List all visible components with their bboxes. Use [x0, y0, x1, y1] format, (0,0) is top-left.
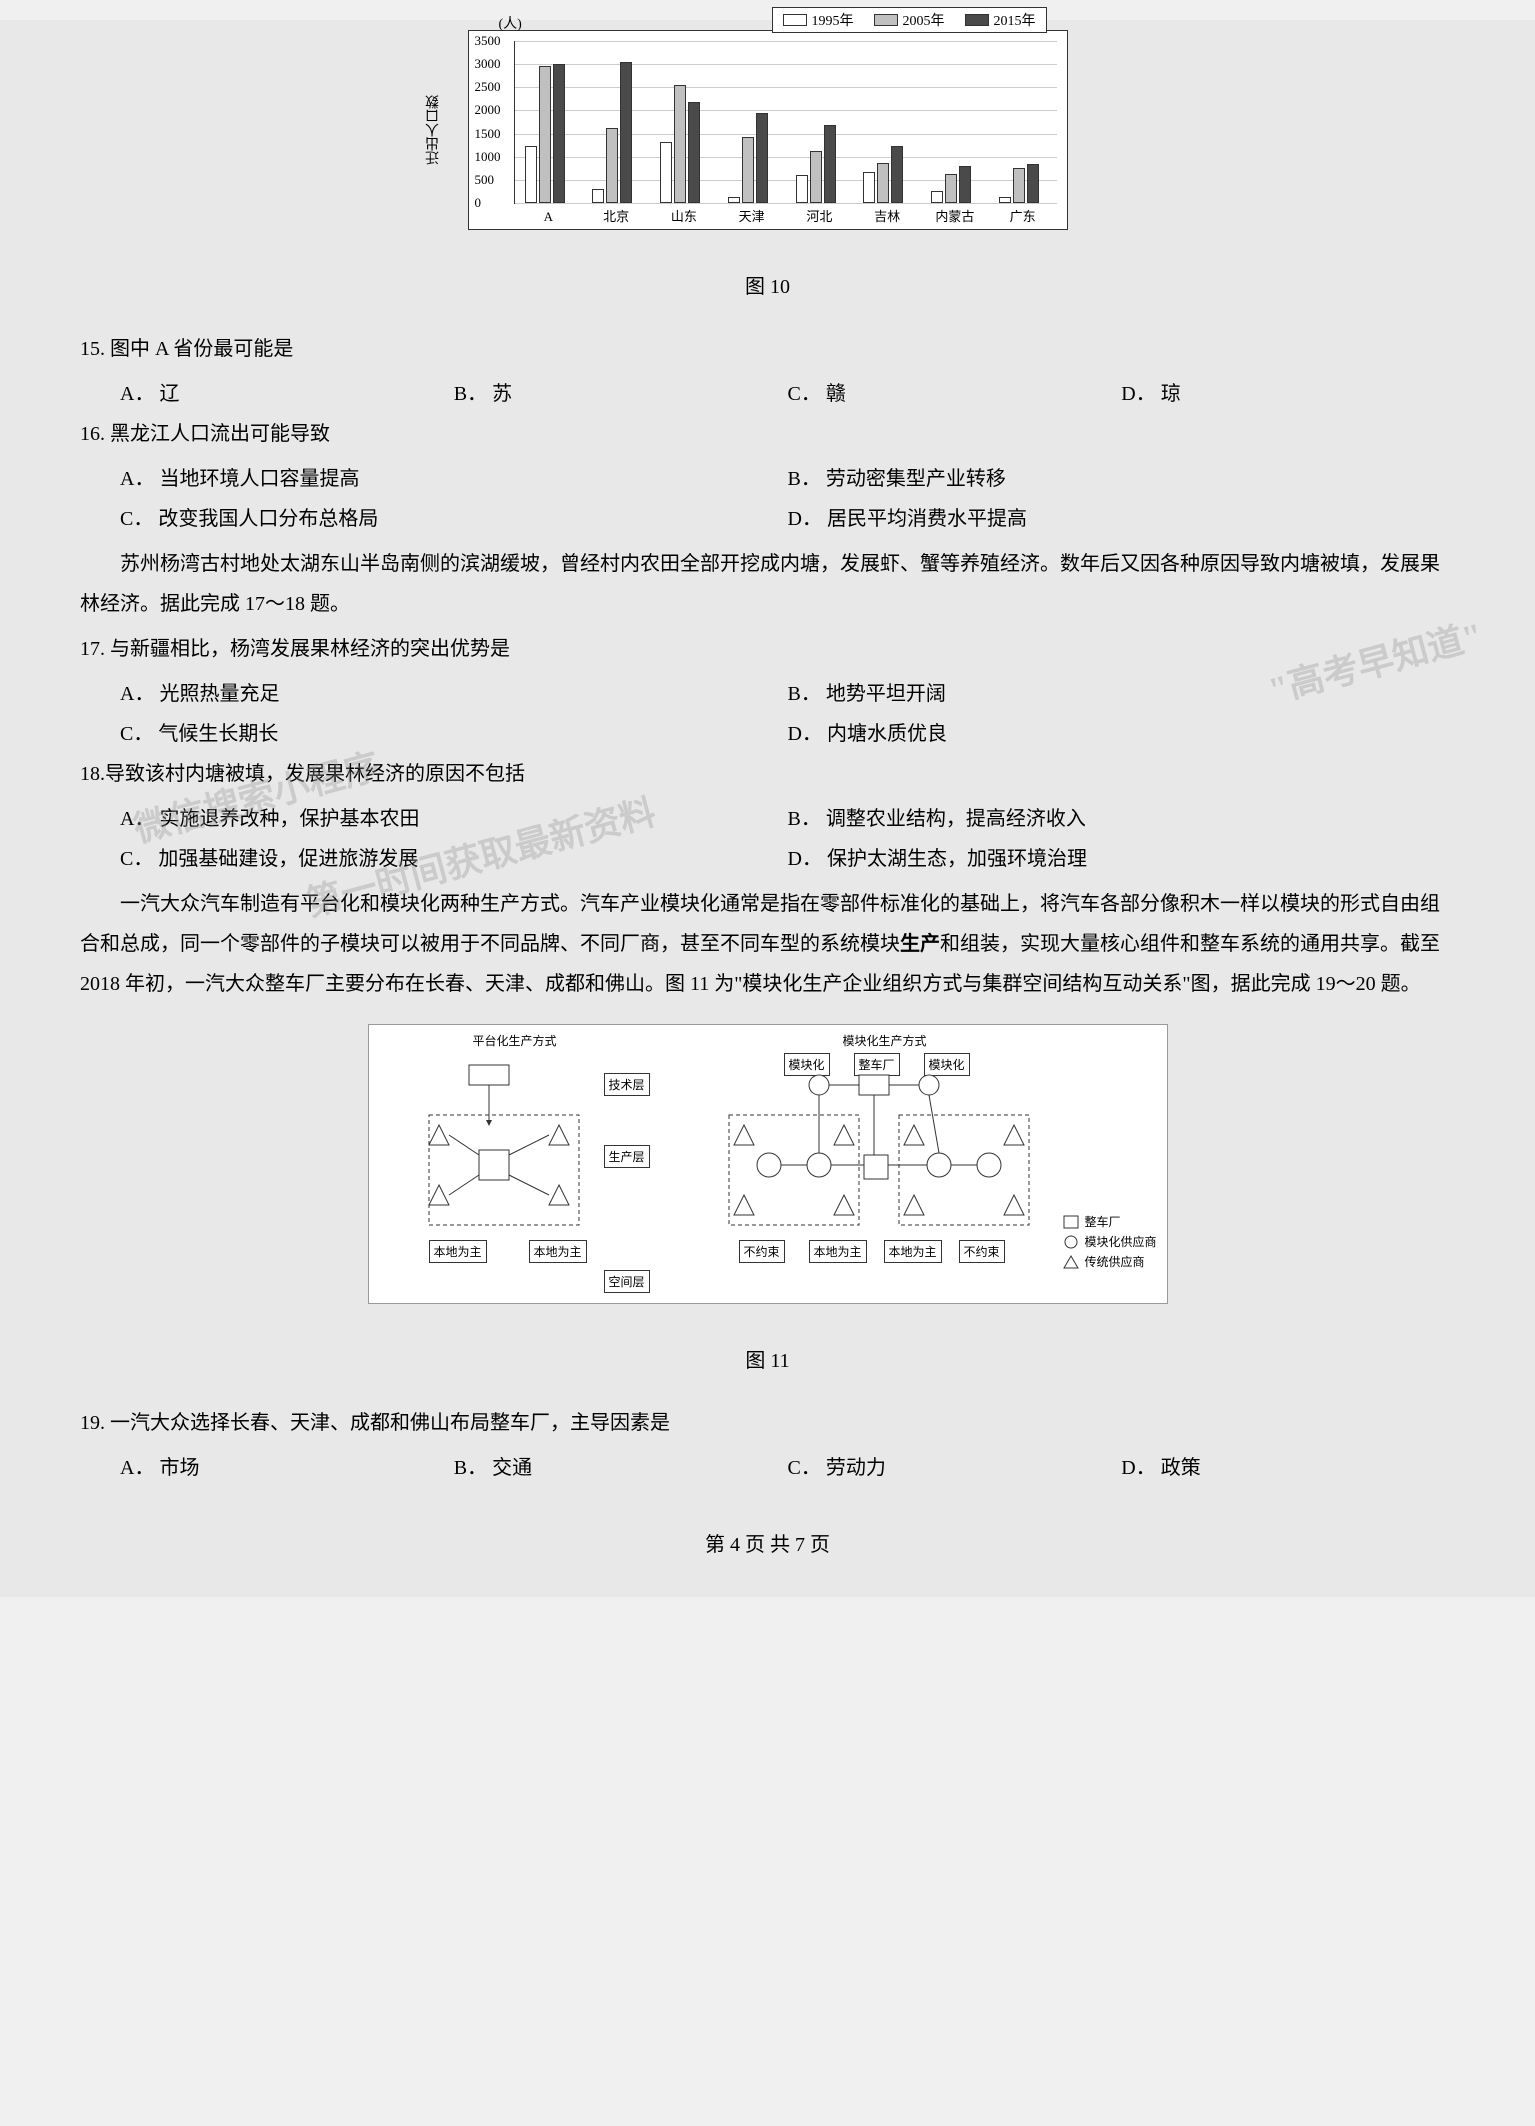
page-footer: 第 4 页 共 7 页 — [80, 1528, 1455, 1557]
q16-text: 16. 黑龙江人口流出可能导致 — [80, 423, 330, 445]
fig11-legend-box-label: 整车厂 — [1084, 1213, 1120, 1230]
fig11-space-layer: 空间层 — [604, 1270, 650, 1293]
legend-item-2015: 2015年 — [965, 10, 1036, 30]
legend-label: 1995年 — [812, 10, 854, 30]
q19-options: A． 市场 B． 交通 C． 劳动力 D． 政策 — [80, 1448, 1455, 1488]
q17-options: A． 光照热量充足 B． 地势平坦开阔 C． 气候生长期长 D． 内塘水质优良 … — [80, 674, 1455, 754]
question-18: 18.导致该村内塘被填，发展果林经济的原因不包括 — [80, 754, 1455, 794]
q16-opt-b: B． 劳动密集型产业转移 — [788, 459, 1456, 499]
q17-opt-b: B． 地势平坦开阔 — [788, 674, 1456, 714]
chart-plot-area: 0500100015002000250030003500A北京山东天津河北吉林内… — [514, 41, 1057, 204]
fig11-right-svg — [719, 1055, 1039, 1245]
q17-opt-c: C． 气候生长期长 — [120, 714, 788, 754]
q15-opt-d: D． 琼 — [1121, 374, 1455, 414]
question-15: 15. 图中 A 省份最可能是 — [80, 329, 1455, 369]
q19-opt-d: D． 政策 — [1121, 1448, 1455, 1488]
q15-opt-a: A． 辽 — [120, 374, 454, 414]
exam-page: (人) 迁出人口数 1995年 2005年 2015年 050010001500… — [0, 20, 1535, 1597]
fig11-legend-circle: 模块化供应商 — [1063, 1233, 1156, 1250]
figure-11-diagram: 平台化生产方式 模块化生产方式 模块化 整车厂 模块化 技术层 生产层 空间层 … — [368, 1024, 1168, 1304]
q18-opt-a: A． 实施退养改种，保护基本农田 — [120, 799, 788, 839]
q19-text: 19. 一汽大众选择长春、天津、成都和佛山布局整车厂，主导因素是 — [80, 1412, 670, 1434]
fig11-prod-layer: 生产层 — [604, 1145, 650, 1168]
fig11-legend: 整车厂 模块化供应商 传统供应商 — [1063, 1213, 1156, 1273]
question-19: 19. 一汽大众选择长春、天津、成都和佛山布局整车厂，主导因素是 — [80, 1403, 1455, 1443]
q16-opt-a: A． 当地环境人口容量提高 — [120, 459, 788, 499]
q16-opt-c: C． 改变我国人口分布总格局 — [120, 499, 788, 539]
figure-10-caption: 图 10 — [80, 270, 1455, 299]
q19-opt-a: A． 市场 — [120, 1448, 454, 1488]
passage-17-18: 苏州杨湾古村地处太湖东山半岛南侧的滨湖缓坡，曾经村内农田全部开挖成内塘，发展虾、… — [80, 544, 1455, 624]
fig11-tech-layer: 技术层 — [604, 1073, 650, 1096]
q16-opt-d: D． 居民平均消费水平提高 — [788, 499, 1456, 539]
fig11-legend-triangle: 传统供应商 — [1063, 1253, 1156, 1270]
figure-11-container: 平台化生产方式 模块化生产方式 模块化 整车厂 模块化 技术层 生产层 空间层 … — [80, 1024, 1455, 1304]
legend-label: 2005年 — [903, 10, 945, 30]
q18-options: A． 实施退养改种，保护基本农田 B． 调整农业结构，提高经济收入 C． 加强基… — [80, 799, 1455, 879]
figure-11-caption: 图 11 — [80, 1344, 1455, 1373]
legend-label: 2015年 — [994, 10, 1036, 30]
passage2-bold: 生产 — [900, 933, 940, 955]
chart-y-axis-label: 迁出人口数 — [424, 95, 444, 165]
q15-opt-c: C． 赣 — [788, 374, 1122, 414]
fig11-legend-box: 整车厂 — [1063, 1213, 1156, 1230]
q15-opt-b: B． 苏 — [454, 374, 788, 414]
q16-options: A． 当地环境人口容量提高 B． 劳动密集型产业转移 C． 改变我国人口分布总格… — [80, 459, 1455, 539]
fig11-legend-triangle-label: 传统供应商 — [1084, 1253, 1144, 1270]
q18-opt-d: D． 保护太湖生态，加强环境治理 — [788, 839, 1456, 879]
q18-opt-b: B． 调整农业结构，提高经济收入 — [788, 799, 1456, 839]
q18-opt-c: C． 加强基础建设，促进旅游发展 — [120, 839, 788, 879]
passage-19-20: 一汽大众汽车制造有平台化和模块化两种生产方式。汽车产业模块化通常是指在零部件标准… — [80, 884, 1455, 1004]
legend-item-2005: 2005年 — [874, 10, 945, 30]
bar-chart: (人) 迁出人口数 1995年 2005年 2015年 050010001500… — [468, 30, 1068, 230]
q17-opt-d: D． 内塘水质优良 — [788, 714, 1456, 754]
legend-swatch — [965, 14, 989, 26]
fig11-title-right: 模块化生产方式 — [839, 1030, 931, 1051]
chart-unit-label: (人) — [499, 13, 522, 33]
fig11-legend-circle-label: 模块化供应商 — [1084, 1233, 1156, 1250]
fig11-title-left: 平台化生产方式 — [469, 1030, 561, 1051]
legend-item-1995: 1995年 — [783, 10, 854, 30]
q15-text: 15. 图中 A 省份最可能是 — [80, 338, 293, 360]
fig11-left-svg — [409, 1055, 609, 1245]
question-17: 17. 与新疆相比，杨湾发展果林经济的突出优势是 — [80, 629, 1455, 669]
legend-swatch — [874, 14, 898, 26]
q19-opt-c: C． 劳动力 — [788, 1448, 1122, 1488]
q15-options: A． 辽 B． 苏 C． 赣 D． 琼 — [80, 374, 1455, 414]
q19-opt-b: B． 交通 — [454, 1448, 788, 1488]
q18-text: 18.导致该村内塘被填，发展果林经济的原因不包括 — [80, 763, 525, 785]
q17-text: 17. 与新疆相比，杨湾发展果林经济的突出优势是 — [80, 638, 510, 660]
legend-swatch — [783, 14, 807, 26]
chart-legend: 1995年 2005年 2015年 — [772, 7, 1047, 33]
q17-opt-a: A． 光照热量充足 — [120, 674, 788, 714]
figure-10-container: (人) 迁出人口数 1995年 2005年 2015年 050010001500… — [80, 30, 1455, 230]
question-16: 16. 黑龙江人口流出可能导致 — [80, 414, 1455, 454]
